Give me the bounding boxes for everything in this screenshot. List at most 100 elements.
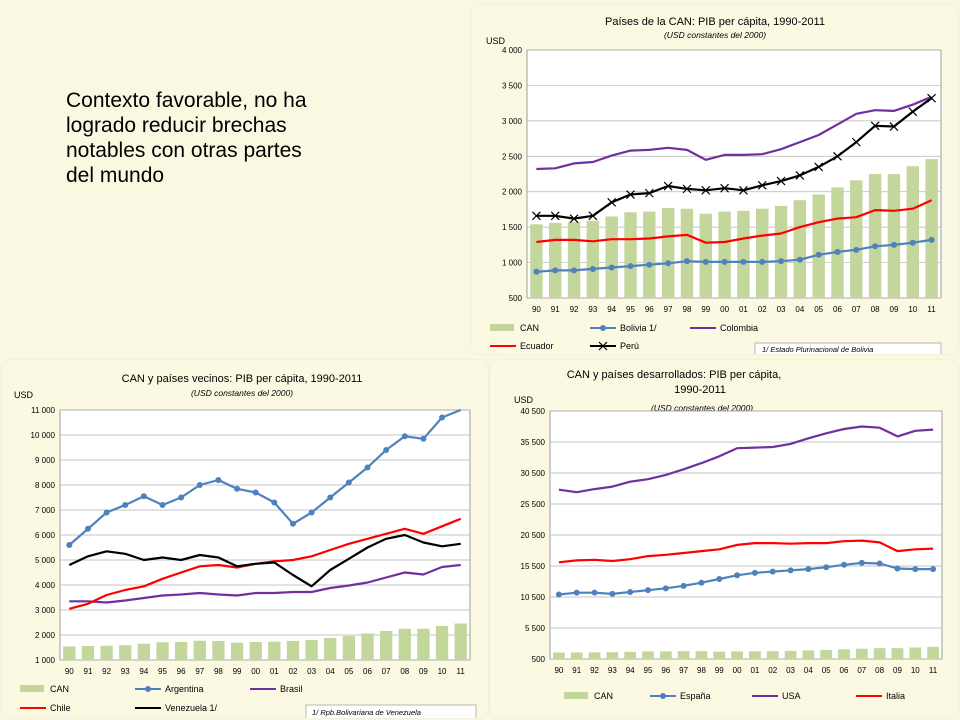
bar-can xyxy=(887,174,901,298)
legend-item: Chile xyxy=(20,703,71,713)
bar-can xyxy=(718,211,731,298)
legend-item: CAN xyxy=(20,684,69,694)
data-point-españa xyxy=(858,559,865,566)
legend-label: Italia xyxy=(886,691,905,701)
x-tick-label: 10 xyxy=(438,667,447,676)
x-tick-label: 97 xyxy=(664,305,673,314)
bar-can xyxy=(624,651,637,659)
y-tick-label: 3 000 xyxy=(502,117,523,126)
bar-can xyxy=(230,642,244,660)
legend-item: Venezuela 1/ xyxy=(135,703,218,713)
bar-can xyxy=(553,652,565,659)
y-tick-label: 20 500 xyxy=(521,531,546,540)
marker-stroke xyxy=(644,188,654,198)
x-tick-label: 08 xyxy=(875,666,884,675)
bar-can xyxy=(699,213,712,298)
data-point-bolivia-1 xyxy=(571,267,578,274)
data-point-españa xyxy=(787,567,794,574)
x-tick-label: 06 xyxy=(833,305,842,314)
data-point-bolivia-1 xyxy=(665,260,672,267)
data-point-españa xyxy=(609,590,616,597)
bar-can xyxy=(588,652,601,659)
y-tick-label: 5 000 xyxy=(35,556,56,565)
y-tick-label: 9 000 xyxy=(35,456,56,465)
data-point-perú xyxy=(889,122,899,131)
marker-stroke xyxy=(814,162,824,172)
bar-can xyxy=(324,638,337,660)
chart-footnote: 1/ Rpb.Bolivariana de Venezuela xyxy=(312,708,421,717)
legend-item: Ecuador xyxy=(490,341,554,351)
bar-can xyxy=(570,652,583,659)
bar-can xyxy=(100,645,113,660)
data-point-perú xyxy=(738,185,748,195)
y-tick-label: 10 500 xyxy=(521,593,546,602)
data-point-españa xyxy=(573,589,580,596)
data-point-argentina xyxy=(140,493,147,500)
y-tick-label: 1 000 xyxy=(502,259,523,268)
data-point-bolivia-1 xyxy=(853,246,860,253)
x-tick-label: 10 xyxy=(911,666,920,675)
x-tick-label: 95 xyxy=(158,667,167,676)
bar-can xyxy=(695,651,708,659)
bar-can xyxy=(549,222,562,298)
bar-can xyxy=(661,208,675,298)
bar-can xyxy=(342,636,356,660)
legend-marker xyxy=(600,325,606,331)
bar-can xyxy=(137,643,151,660)
bar-can xyxy=(193,640,206,660)
chart-subtitle: (USD constantes del 2000) xyxy=(651,403,753,413)
legend-label: Argentina xyxy=(165,684,204,694)
data-point-bolivia-1 xyxy=(759,258,766,265)
y-tick-label: 1 500 xyxy=(502,223,523,232)
x-tick-label: 96 xyxy=(177,667,186,676)
marker-stroke xyxy=(738,185,748,195)
x-tick-label: 94 xyxy=(607,305,616,314)
legend-item: USA xyxy=(752,691,801,701)
data-point-españa xyxy=(734,572,741,579)
legend-marker xyxy=(598,341,608,351)
series-line-italia xyxy=(558,539,934,564)
bar-can xyxy=(855,648,868,659)
data-point-argentina xyxy=(122,502,129,508)
bar-can xyxy=(606,652,619,659)
legend-swatch xyxy=(564,692,588,699)
legend-label: CAN xyxy=(50,684,69,694)
x-tick-label: 02 xyxy=(758,305,767,314)
marker-stroke xyxy=(833,151,842,161)
bar-can xyxy=(212,641,225,660)
chart-title-line: 1990-2011 xyxy=(674,384,726,396)
chart-subtitle: (USD constantes del 2000) xyxy=(191,388,293,398)
x-tick-label: 90 xyxy=(65,667,74,676)
x-tick-label: 07 xyxy=(852,305,861,314)
data-point-españa xyxy=(645,587,651,594)
chart-legend: CAN España USA Italia xyxy=(564,691,905,701)
marker-stroke xyxy=(870,121,880,131)
data-point-bolivia-1 xyxy=(608,264,615,271)
y-tick-label: 8 000 xyxy=(35,481,56,490)
bar-can xyxy=(906,166,919,298)
y-axis-unit: USD xyxy=(486,36,506,46)
marker-stroke xyxy=(569,214,579,224)
x-tick-label: 05 xyxy=(822,666,831,675)
series-line-bolivia-1 xyxy=(536,238,932,273)
data-point-perú xyxy=(776,176,786,186)
marker-stroke xyxy=(908,107,918,117)
data-point-bolivia-1 xyxy=(872,243,879,250)
bar-can xyxy=(731,651,743,659)
x-tick-label: 95 xyxy=(644,666,653,675)
data-point-españa xyxy=(680,582,687,589)
data-point-argentina xyxy=(215,477,222,483)
bar-can xyxy=(249,642,262,660)
x-tick-label: 09 xyxy=(890,305,899,314)
bar-can xyxy=(81,646,95,660)
bar-can xyxy=(784,650,797,659)
bar-can xyxy=(737,210,750,298)
legend-label: España xyxy=(680,691,711,701)
bar-can xyxy=(586,220,600,298)
marker-stroke xyxy=(851,137,861,147)
x-tick-label: 91 xyxy=(551,305,560,314)
data-point-argentina xyxy=(289,520,296,527)
chart-title: CAN y países desarrollados: PIB per cápi… xyxy=(567,369,782,396)
x-tick-label: 98 xyxy=(697,666,706,675)
data-point-bolivia-1 xyxy=(627,263,634,270)
